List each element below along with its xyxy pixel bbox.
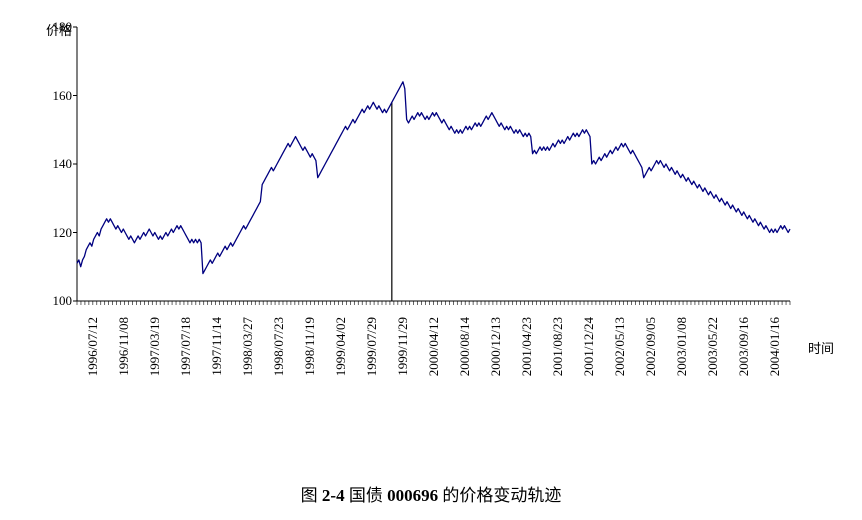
price-line bbox=[77, 82, 790, 274]
chart-svg bbox=[0, 0, 862, 520]
chart-container: 价格 100120140160180 1996/07/121996/11/081… bbox=[0, 0, 862, 520]
caption-mid: 国债 bbox=[345, 486, 388, 505]
caption-prefix: 图 bbox=[301, 486, 322, 505]
caption-suffix: 的价格变动轨迹 bbox=[438, 486, 561, 505]
caption-fig-num: 2-4 bbox=[322, 486, 345, 505]
caption-code: 000696 bbox=[387, 486, 438, 505]
figure-caption: 图 2-4 国债 000696 的价格变动轨迹 bbox=[0, 481, 862, 506]
